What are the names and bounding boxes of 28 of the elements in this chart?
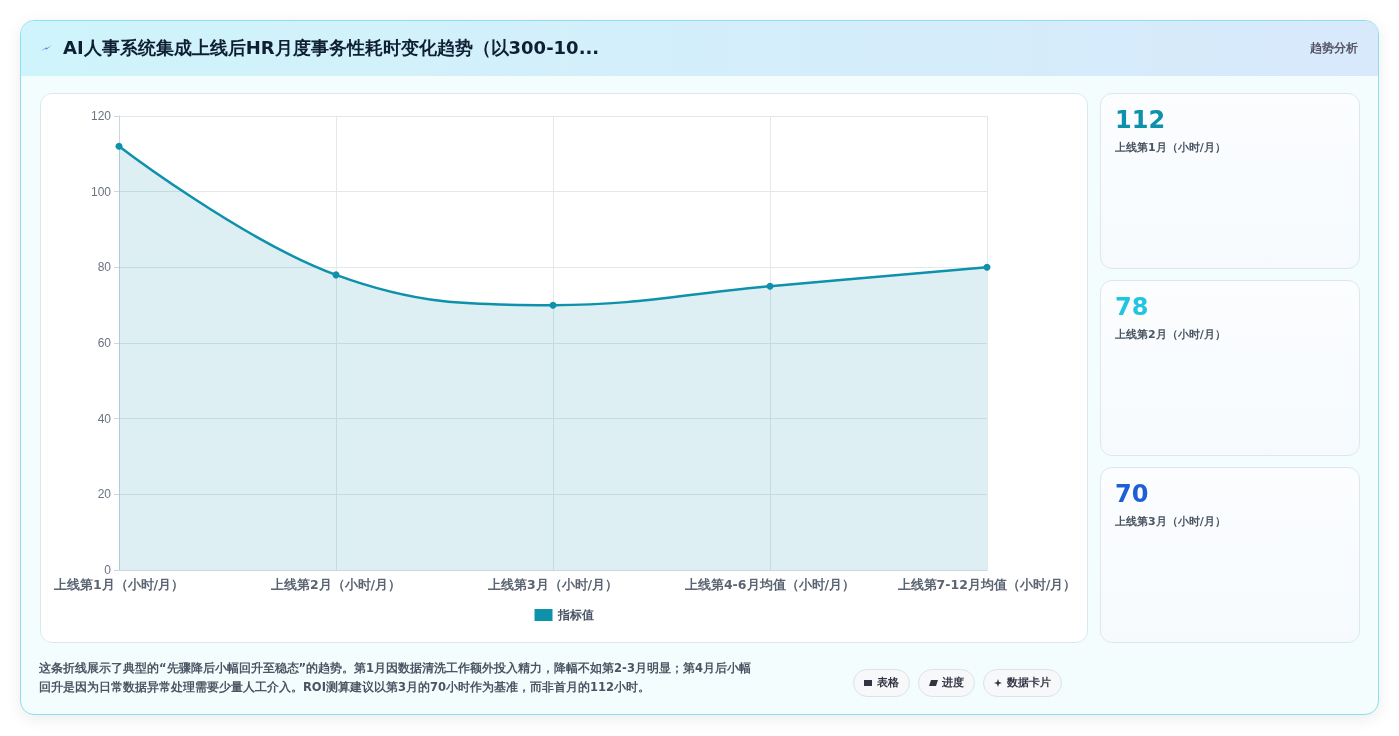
y-tick-label: 40 — [97, 411, 112, 426]
y-tick-label: 80 — [97, 260, 112, 275]
y-tick-label: 60 — [97, 336, 112, 350]
x-tick-label: 上线第4-6月均值（小时/月） — [683, 577, 856, 592]
text: 数据卡片 — [1007, 676, 1051, 690]
text: 表格 — [877, 676, 899, 690]
y-tick-label: 20 — [97, 487, 112, 502]
x-tick-label: 上线第1月（小时/月） — [52, 577, 185, 592]
chart-title: AI人事系统集成上线后HR月度事务性耗时变化趋势（以300-10... — [63, 36, 600, 60]
legend-label: 指标值 — [556, 608, 594, 622]
y-tick-label: 120 — [90, 109, 112, 123]
x-tick-label: 上线第3月（小时/月） — [486, 577, 619, 592]
text: 这条折线展示了典型的“先骤降后小幅回升至稳态”的趋势。第1月因数据清洗工作额外投入精力，降幅不如第2-3月明显；第4月后小幅回升是因为日常数据异常处理需要少量人工介入。ROI测算建议以第3月的70小时作为基准，而非首月的112小时。 — [39, 660, 752, 696]
text: 趋势分析 — [1310, 40, 1358, 57]
text: 70 — [1115, 480, 1149, 508]
x-tick-label: 上线第2月（小时/月） — [269, 577, 402, 592]
text: 进度 — [942, 676, 964, 690]
point — [115, 142, 123, 150]
text: 112 — [1115, 106, 1166, 134]
point — [766, 282, 774, 290]
text: 78 — [1115, 293, 1149, 321]
text: 上线第1月（小时/月） — [1115, 140, 1226, 155]
y-tick-label: 100 — [90, 184, 112, 199]
x-tick-label: 上线第7-12月均值（小时/月） — [896, 577, 1077, 592]
text: 上线第2月（小时/月） — [1115, 327, 1226, 342]
text: 上线第3月（小时/月） — [1115, 514, 1226, 529]
y-tick-label: 0 — [104, 563, 112, 577]
point — [983, 263, 991, 271]
